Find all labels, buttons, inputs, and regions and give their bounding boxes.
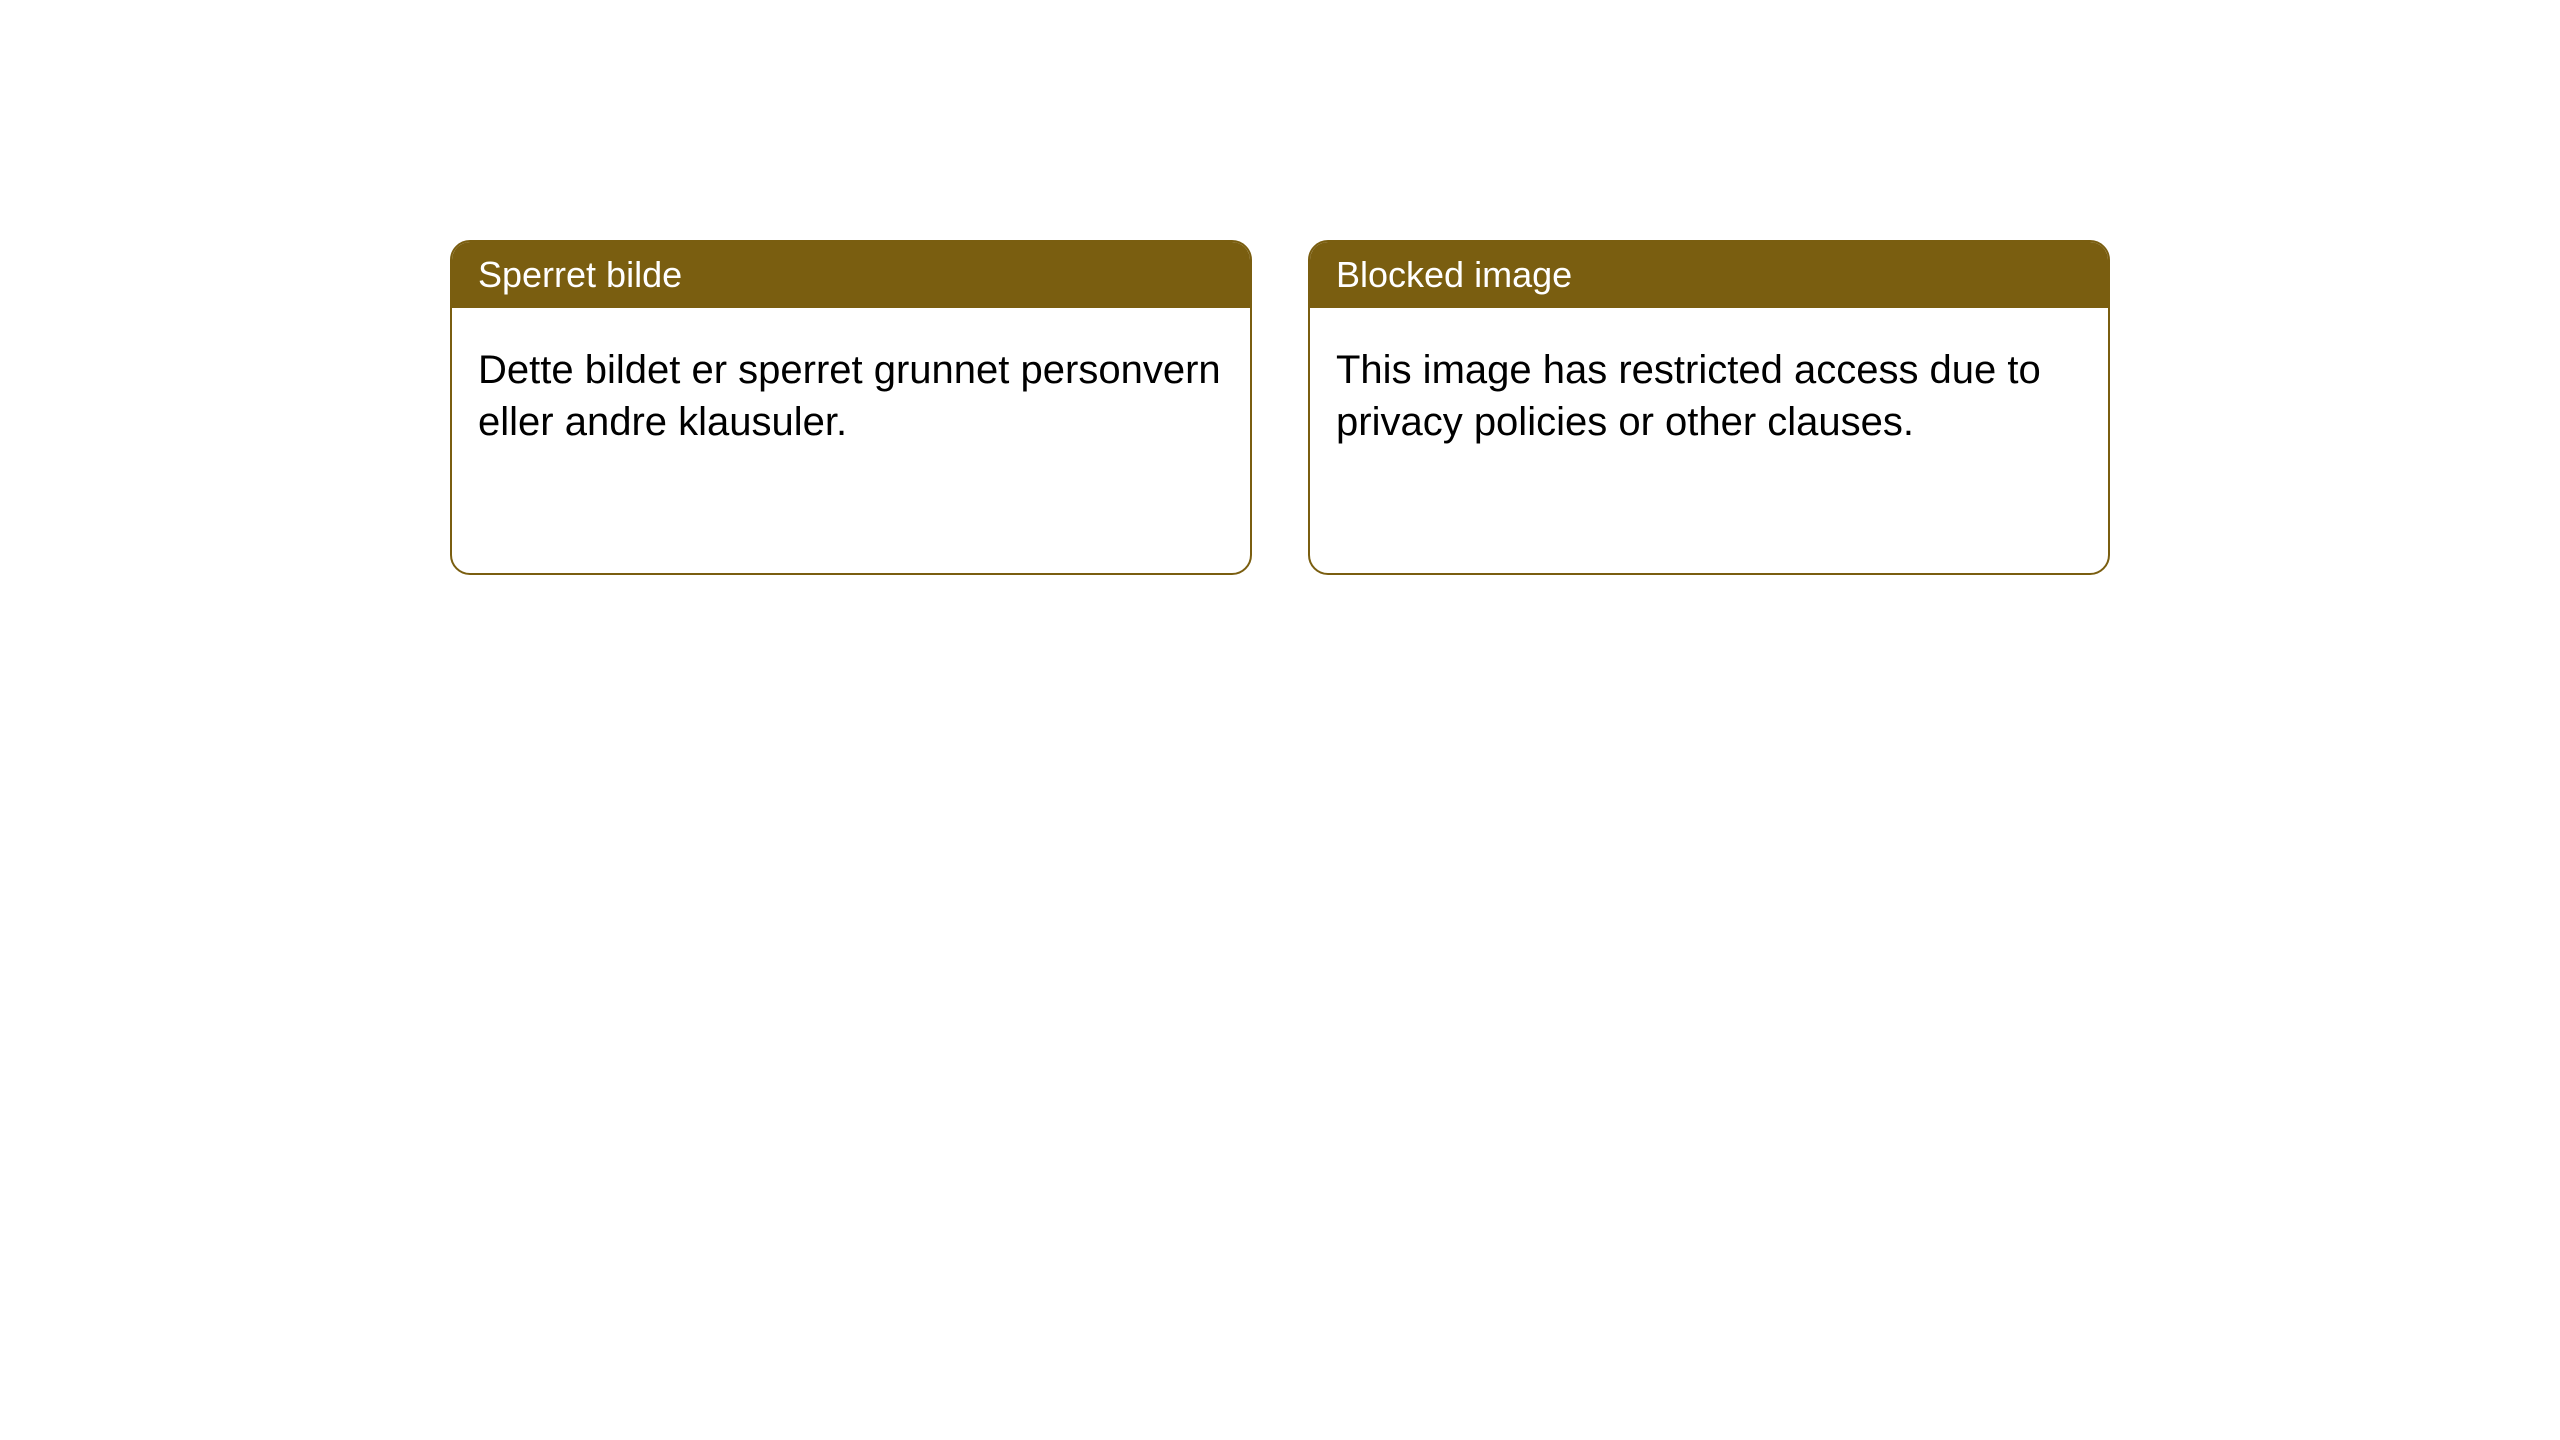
blocked-image-card-no: Sperret bilde Dette bildet er sperret gr… — [450, 240, 1252, 575]
notice-container: Sperret bilde Dette bildet er sperret gr… — [0, 0, 2560, 575]
card-body: Dette bildet er sperret grunnet personve… — [452, 308, 1250, 484]
card-header: Blocked image — [1310, 242, 2108, 308]
card-title: Blocked image — [1336, 254, 1572, 295]
card-header: Sperret bilde — [452, 242, 1250, 308]
card-message: Dette bildet er sperret grunnet personve… — [478, 348, 1221, 444]
card-title: Sperret bilde — [478, 254, 682, 295]
card-body: This image has restricted access due to … — [1310, 308, 2108, 484]
blocked-image-card-en: Blocked image This image has restricted … — [1308, 240, 2110, 575]
card-message: This image has restricted access due to … — [1336, 348, 2041, 444]
